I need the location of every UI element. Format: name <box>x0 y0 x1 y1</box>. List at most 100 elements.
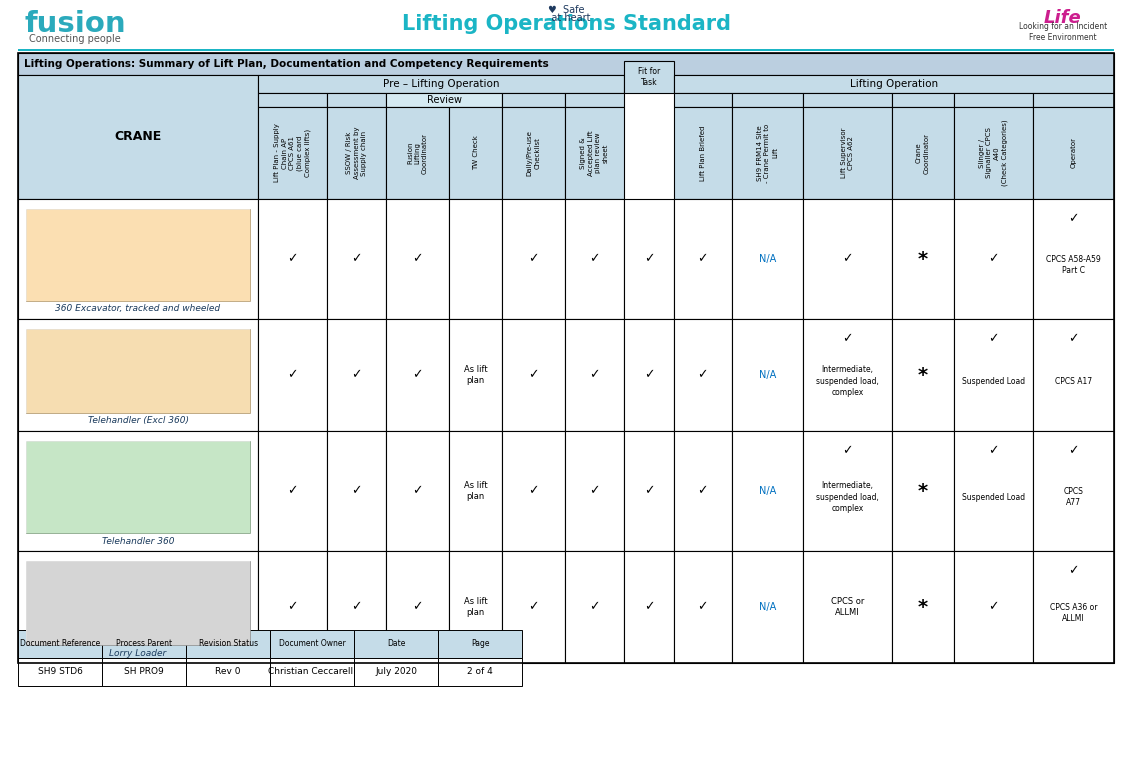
Bar <box>186 630 271 658</box>
Bar <box>624 199 674 319</box>
Text: ✓: ✓ <box>590 484 600 497</box>
Text: ✓: ✓ <box>288 484 298 497</box>
Text: ✓: ✓ <box>988 601 998 614</box>
Bar <box>624 61 674 93</box>
Bar <box>954 551 1032 663</box>
Bar <box>565 107 624 199</box>
Bar <box>731 199 804 319</box>
Text: Fit for
Task: Fit for Task <box>638 67 660 87</box>
Text: Lift Plan Briefed: Lift Plan Briefed <box>700 125 705 180</box>
Text: ♥  Safe: ♥ Safe <box>548 5 584 15</box>
Bar <box>565 93 624 107</box>
Bar <box>18 75 258 199</box>
Bar <box>386 431 448 551</box>
Text: CRANE: CRANE <box>114 130 162 144</box>
Text: As lift
plan: As lift plan <box>464 365 488 385</box>
Bar <box>804 431 892 551</box>
Text: ✓: ✓ <box>351 484 362 497</box>
Bar <box>448 107 503 199</box>
Text: Fusion
Lifting
Coordinator: Fusion Lifting Coordinator <box>408 133 428 173</box>
Text: ✓: ✓ <box>644 484 654 497</box>
Bar <box>26 329 250 413</box>
Text: ✓: ✓ <box>590 252 600 266</box>
Text: July 2020: July 2020 <box>375 668 417 676</box>
Text: Lifting Operations: Summary of Lift Plan, Documentation and Competency Requireme: Lifting Operations: Summary of Lift Plan… <box>24 59 549 69</box>
Bar <box>327 431 386 551</box>
Bar <box>503 319 565 431</box>
Text: Suspended Load: Suspended Load <box>962 376 1024 386</box>
Bar <box>258 319 327 431</box>
Bar <box>1032 199 1114 319</box>
Text: ✓: ✓ <box>412 252 423 266</box>
Bar <box>674 551 731 663</box>
Bar <box>258 93 327 107</box>
Text: ✓: ✓ <box>842 252 852 266</box>
Text: Intermediate,
suspended load,
complex: Intermediate, suspended load, complex <box>816 481 878 512</box>
Text: ✓: ✓ <box>644 369 654 381</box>
Text: Life: Life <box>1044 9 1082 27</box>
Text: Lorry Loader: Lorry Loader <box>110 648 166 658</box>
Bar <box>804 199 892 319</box>
Text: ✓: ✓ <box>288 601 298 614</box>
Text: SH9 STD6: SH9 STD6 <box>37 668 83 676</box>
Text: ✓: ✓ <box>529 252 539 266</box>
Text: ✓: ✓ <box>697 252 708 266</box>
Bar <box>354 630 438 658</box>
Bar <box>731 319 804 431</box>
Bar <box>258 431 327 551</box>
Bar <box>327 93 386 107</box>
Bar <box>954 199 1032 319</box>
Bar <box>258 551 327 663</box>
Bar <box>954 431 1032 551</box>
Bar <box>892 319 954 431</box>
Text: Document Reference: Document Reference <box>20 640 100 648</box>
Bar <box>258 199 327 319</box>
Text: Signed &
Accepted Lift
plan review
sheet: Signed & Accepted Lift plan review sheet <box>581 130 609 176</box>
Text: N/A: N/A <box>758 254 777 264</box>
Bar <box>258 107 327 199</box>
Text: ✓: ✓ <box>644 601 654 614</box>
Text: SH9 FRM14 Site
- Crane Permit to
Lift: SH9 FRM14 Site - Crane Permit to Lift <box>757 123 778 183</box>
Text: Rev 0: Rev 0 <box>215 668 241 676</box>
Bar <box>102 658 186 686</box>
Text: Review: Review <box>427 95 462 105</box>
Text: ✓: ✓ <box>697 601 708 614</box>
Text: N/A: N/A <box>758 486 777 496</box>
Text: 2 of 4: 2 of 4 <box>468 668 494 676</box>
Text: Telehandler 360: Telehandler 360 <box>102 537 174 545</box>
Text: ✓: ✓ <box>529 369 539 381</box>
Bar <box>26 561 250 645</box>
Text: ✓: ✓ <box>988 252 998 266</box>
Bar <box>565 199 624 319</box>
Bar <box>624 319 674 431</box>
Bar <box>26 209 250 301</box>
Text: Looking for an Incident
Free Environment: Looking for an Incident Free Environment <box>1019 22 1107 42</box>
Text: TW Check: TW Check <box>472 136 479 170</box>
Bar <box>892 431 954 551</box>
Bar <box>327 551 386 663</box>
Text: Pre – Lifting Operation: Pre – Lifting Operation <box>383 79 499 89</box>
Bar <box>26 209 250 301</box>
Text: Suspended Load: Suspended Load <box>962 493 1024 501</box>
Bar <box>674 93 731 107</box>
Text: *: * <box>918 249 928 269</box>
Text: ✓: ✓ <box>644 252 654 266</box>
Text: Lifting Operation: Lifting Operation <box>850 79 938 89</box>
Text: Revision Status: Revision Status <box>198 640 258 648</box>
Bar <box>804 93 892 107</box>
Text: ✓: ✓ <box>988 444 998 458</box>
Text: N/A: N/A <box>758 602 777 612</box>
Text: ✓: ✓ <box>590 369 600 381</box>
Bar <box>258 75 624 93</box>
Bar <box>18 48 1114 51</box>
Bar <box>18 53 1114 663</box>
Text: Page: Page <box>471 640 489 648</box>
Bar <box>26 441 250 533</box>
Text: As lift
plan: As lift plan <box>464 481 488 501</box>
Bar <box>102 630 186 658</box>
Text: Process Parent: Process Parent <box>115 640 172 648</box>
Bar <box>386 199 448 319</box>
Text: ✓: ✓ <box>697 369 708 381</box>
Text: ✓: ✓ <box>1067 333 1079 345</box>
Bar <box>674 431 731 551</box>
